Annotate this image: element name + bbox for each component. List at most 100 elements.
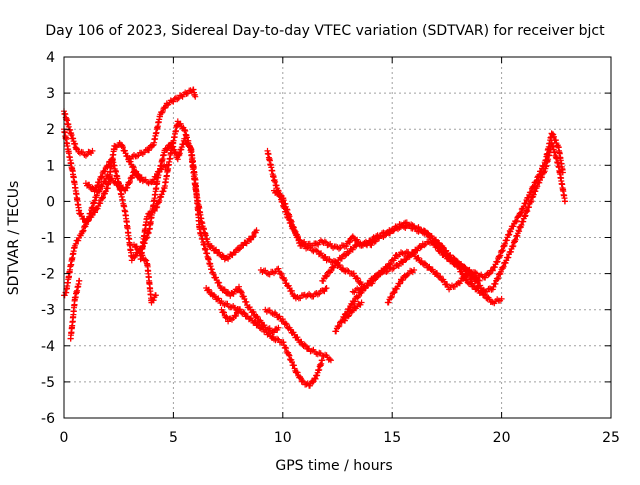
- series-arc-3: [61, 162, 170, 299]
- data-point: [345, 312, 352, 319]
- y-tick-label: -2: [41, 267, 55, 283]
- data-point: [495, 275, 502, 281]
- data-point: [75, 237, 82, 244]
- data-point: [559, 169, 566, 176]
- data-point: [390, 227, 397, 234]
- data-point: [99, 195, 106, 202]
- data-point: [192, 93, 199, 100]
- data-point: [282, 344, 289, 351]
- data-point: [403, 256, 410, 263]
- data-point: [460, 275, 467, 282]
- data-point: [236, 283, 242, 290]
- data-point: [159, 108, 166, 115]
- data-point: [299, 377, 306, 384]
- data-point: [282, 320, 289, 327]
- y-tick-label: -1: [41, 231, 55, 247]
- data-point: [533, 177, 540, 184]
- data-point: [131, 168, 137, 175]
- data-point: [345, 313, 351, 320]
- data-point: [336, 322, 343, 329]
- data-point: [158, 109, 165, 116]
- series-arc-18: [367, 130, 566, 281]
- data-point: [96, 186, 103, 193]
- data-point: [322, 285, 329, 292]
- data-point: [562, 198, 569, 205]
- data-point: [386, 261, 393, 268]
- data-point: [121, 147, 128, 154]
- data-point: [335, 323, 342, 330]
- data-point: [164, 145, 171, 152]
- data-point: [287, 326, 294, 333]
- x-tick-label: 25: [602, 430, 620, 446]
- data-point: [433, 236, 439, 243]
- x-tick-label: 0: [60, 430, 69, 446]
- y-tick-label: 0: [46, 194, 55, 210]
- data-point: [486, 270, 493, 277]
- data-point: [241, 310, 248, 317]
- data-point: [216, 249, 223, 256]
- data-point: [275, 324, 282, 331]
- series-arc-8: [126, 86, 199, 162]
- data-point: [358, 299, 365, 306]
- data-point: [536, 171, 543, 178]
- data-point: [236, 306, 243, 313]
- ticks: [63, 56, 612, 419]
- data-point: [238, 289, 245, 296]
- data-point: [372, 238, 379, 245]
- data-point: [281, 277, 288, 283]
- x-tick-label: 20: [493, 430, 511, 446]
- data-point: [388, 293, 395, 300]
- series-arc-14: [257, 265, 330, 302]
- data-point: [283, 321, 290, 328]
- data-point: [146, 147, 152, 154]
- data-point: [237, 288, 244, 295]
- data-point: [327, 267, 334, 274]
- data-point: [334, 259, 341, 266]
- tick-labels: 0 5 10 15 20 25 -6 -5 -4 -3 -2 -1 0 1 2 3 4: [41, 50, 620, 446]
- data-point: [150, 297, 157, 304]
- data-point: [216, 279, 223, 286]
- data-point: [498, 295, 505, 302]
- x-tick-label: 5: [169, 430, 178, 446]
- data-point: [355, 293, 362, 300]
- data-point: [76, 277, 83, 284]
- data-point: [128, 257, 135, 264]
- data-point: [279, 316, 286, 323]
- x-axis-label: GPS time / hours: [275, 458, 392, 474]
- data-point: [422, 228, 428, 234]
- data-point: [468, 280, 474, 287]
- data-point: [391, 289, 398, 296]
- data-point: [99, 173, 105, 180]
- data-point: [414, 247, 421, 254]
- data-point: [388, 294, 395, 301]
- data-point: [326, 356, 333, 363]
- data-point: [149, 142, 156, 149]
- series-arc-9: [203, 285, 326, 389]
- data-point: [126, 180, 133, 187]
- data-point: [274, 189, 281, 195]
- data-point: [454, 258, 461, 265]
- series-arc-11: [218, 306, 243, 325]
- y-tick-label: 4: [46, 50, 55, 66]
- data-point: [285, 351, 292, 358]
- data-point: [294, 369, 301, 376]
- data-point: [72, 240, 79, 247]
- data-point: [250, 309, 257, 316]
- data-point: [254, 314, 261, 320]
- data-point: [349, 307, 356, 314]
- data-point: [528, 189, 535, 196]
- data-point: [96, 179, 103, 186]
- data-point: [177, 120, 184, 127]
- data-point: [489, 267, 496, 274]
- data-point: [338, 255, 345, 262]
- series-arc-10: [262, 306, 334, 364]
- data-point: [83, 221, 90, 228]
- data-point: [170, 98, 177, 105]
- data-point: [93, 192, 100, 199]
- data-point: [92, 209, 98, 216]
- data-point: [333, 328, 340, 335]
- data-point: [522, 200, 529, 207]
- series-arc-19: [384, 266, 418, 306]
- data-point: [91, 188, 98, 195]
